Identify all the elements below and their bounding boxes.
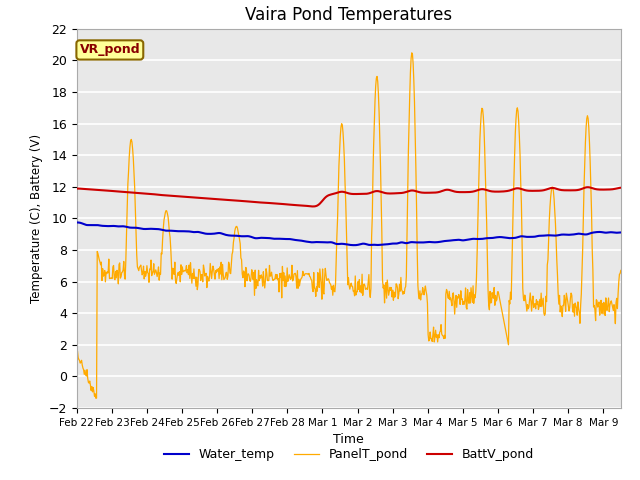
BattV_pond [309,204,317,209]
Legend: Water_temp, PanelT_pond, BattV_pond: Water_temp, PanelT_pond, BattV_pond [159,443,539,466]
PanelT_pond [73,350,81,356]
X-axis label: Time: Time [333,433,364,446]
BattV_pond [390,191,397,196]
Line: BattV_pond: BattV_pond [77,187,621,206]
Water_temp [73,219,81,225]
PanelT_pond [107,276,115,281]
Water_temp [420,240,428,245]
BattV_pond [404,189,412,194]
Water_temp [486,235,494,241]
Water_temp [390,240,397,246]
BattV_pond [542,187,550,192]
Water_temp [351,242,358,248]
PanelT_pond [404,193,412,199]
Water_temp [106,223,114,229]
BattV_pond [420,190,428,196]
Water_temp [404,240,412,246]
Water_temp [617,229,625,235]
PanelT_pond [421,287,429,292]
Water_temp [542,232,550,238]
BattV_pond [617,185,625,191]
PanelT_pond [543,299,550,304]
Line: PanelT_pond: PanelT_pond [77,53,621,398]
PanelT_pond [408,50,415,56]
BattV_pond [486,188,494,194]
PanelT_pond [617,267,625,273]
PanelT_pond [487,300,495,306]
Title: Vaira Pond Temperatures: Vaira Pond Temperatures [245,6,452,24]
BattV_pond [73,186,81,192]
PanelT_pond [390,297,397,303]
BattV_pond [106,188,114,194]
Y-axis label: Temperature (C), Battery (V): Temperature (C), Battery (V) [30,134,43,303]
Line: Water_temp: Water_temp [77,222,621,245]
Text: VR_pond: VR_pond [79,44,140,57]
BattV_pond [584,184,591,190]
PanelT_pond [92,396,100,401]
